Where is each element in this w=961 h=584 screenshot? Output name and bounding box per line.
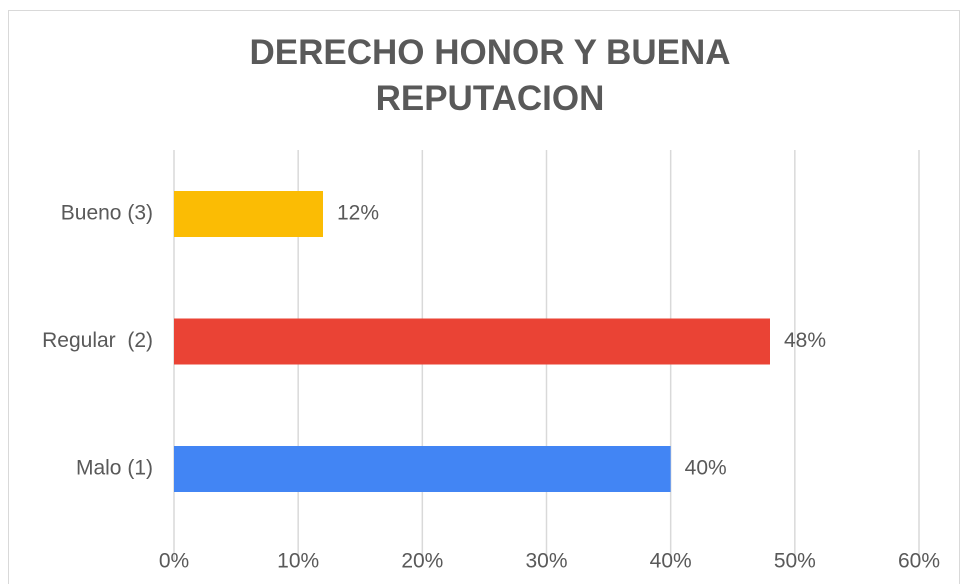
x-tick-label: 60% <box>898 550 940 573</box>
y-tick-label: Bueno (3) <box>61 202 153 225</box>
x-tick-label: 20% <box>401 550 443 573</box>
x-tick-label: 40% <box>650 550 692 573</box>
chart-title: DERECHO HONOR Y BUENA REPUTACION <box>249 33 731 118</box>
data-label: 12% <box>337 202 379 225</box>
bar <box>174 191 323 237</box>
x-tick-label: 10% <box>277 550 319 573</box>
y-tick-label: Regular (2) <box>42 329 153 352</box>
bar <box>174 446 671 492</box>
chart-border <box>8 10 960 584</box>
x-tick-label: 0% <box>159 550 189 573</box>
y-tick-label: Malo (1) <box>76 457 153 480</box>
bar <box>174 318 770 365</box>
data-label: 40% <box>685 457 727 480</box>
x-tick-label: 30% <box>525 550 567 573</box>
data-label: 48% <box>784 329 826 352</box>
x-tick-label: 50% <box>774 550 816 573</box>
